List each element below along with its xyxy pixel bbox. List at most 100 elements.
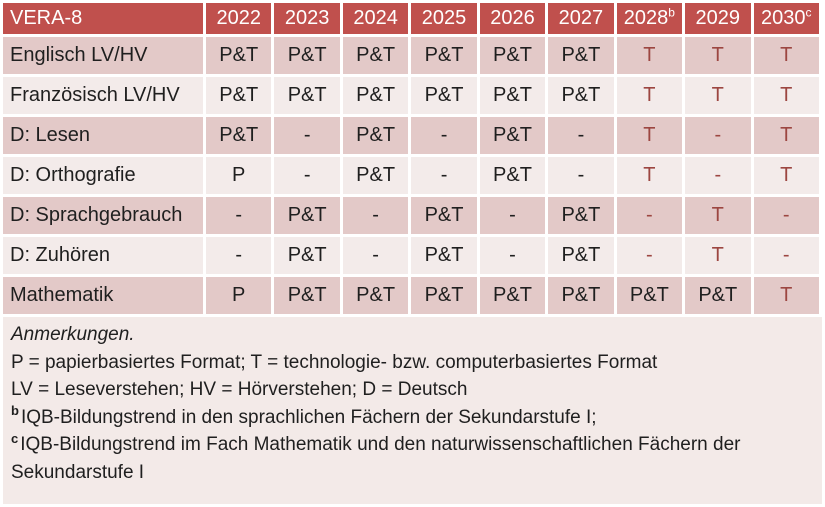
year-label: 2024 (353, 7, 398, 29)
year-label: 2023 (284, 7, 330, 29)
year-header-cell: 2025 (411, 3, 477, 34)
note-text: P = papierbasiertes Format; T = technolo… (11, 351, 658, 373)
year-header-cell: 2022 (206, 3, 272, 34)
format-cell: P&T (342, 277, 409, 314)
format-cell: P&T (342, 37, 409, 74)
format-cell: - (685, 157, 751, 194)
subject-cell: D: Sprachgebrauch (3, 197, 203, 234)
format-cell: T (685, 197, 751, 234)
notes-title: Anmerkungen. (11, 324, 135, 345)
format-cell: - (274, 117, 340, 154)
format-cell: P&T (274, 77, 340, 114)
note-footnote-marker: c (11, 430, 19, 446)
format-cell: - (274, 157, 340, 194)
note-footnote-marker: b (11, 403, 19, 419)
table-row: D: Orthografie P - P&T - P&T - T - T (3, 157, 819, 194)
format-cell: P&T (274, 277, 340, 314)
note-text: IQB-Bildungstrend im Fach Mathematik und… (11, 434, 741, 483)
format-cell: - (753, 197, 819, 234)
format-cell: P&T (411, 77, 477, 114)
table-row: D: Zuhören - P&T - P&T - P&T - T - (3, 237, 819, 274)
vera8-format-table: VERA-8 2022 2023 2024 2025 2026 2027 2028b 2029 2… (3, 3, 819, 314)
format-cell: P&T (479, 277, 546, 314)
year-header-cell: 2029 (685, 3, 751, 34)
format-cell: - (548, 117, 614, 154)
format-cell: P&T (479, 77, 546, 114)
format-cell: - (616, 197, 683, 234)
format-cell: T (616, 157, 683, 194)
format-cell: - (616, 237, 683, 274)
format-cell: P&T (479, 37, 546, 74)
year-footnote-marker: c (805, 5, 812, 20)
format-cell: T (616, 117, 683, 154)
year-header-cell: 2026 (479, 3, 546, 34)
format-cell: P&T (206, 37, 272, 74)
table-row: Englisch LV/HV P&T P&T P&T P&T P&T P&T T T T (3, 37, 819, 74)
note-text: LV = Leseverstehen; HV = Hörverstehen; D… (11, 379, 468, 400)
format-cell: P&T (548, 37, 614, 74)
format-cell: P&T (342, 77, 409, 114)
format-cell: P&T (479, 117, 546, 154)
note-line: LV = Leseverstehen; HV = Hörverstehen; D… (11, 376, 812, 404)
table-notes: Anmerkungen. P = papierbasiertes Format; … (3, 317, 822, 504)
year-label: 2029 (695, 7, 741, 29)
year-header-cell: 2030c (753, 3, 819, 34)
format-cell: P&T (274, 37, 340, 74)
table-row: Mathematik P P&T P&T P&T P&T P&T P&T P&T T (3, 277, 819, 314)
subject-cell: D: Orthografie (3, 157, 203, 194)
format-cell: T (753, 77, 819, 114)
year-footnote-marker: b (668, 5, 675, 20)
year-header-cell: 2023 (274, 3, 340, 34)
format-cell: T (753, 117, 819, 154)
format-cell: T (753, 157, 819, 194)
table-row: D: Lesen P&T - P&T - P&T - T - T (3, 117, 819, 154)
format-cell: P&T (411, 237, 477, 274)
format-cell: - (342, 197, 409, 234)
format-cell: P&T (342, 157, 409, 194)
format-cell: P&T (206, 77, 272, 114)
format-cell: T (685, 37, 751, 74)
format-cell: - (411, 117, 477, 154)
format-cell: - (548, 157, 614, 194)
format-cell: - (479, 237, 546, 274)
table-row: D: Sprachgebrauch - P&T - P&T - P&T - T - (3, 197, 819, 234)
format-cell: - (479, 197, 546, 234)
format-cell: T (616, 77, 683, 114)
format-cell: P&T (274, 237, 340, 274)
subject-cell: Englisch LV/HV (3, 37, 203, 74)
table-header-row: VERA-8 2022 2023 2024 2025 2026 2027 2028b 2029 2… (3, 3, 819, 34)
format-cell: T (685, 237, 751, 274)
format-cell: P&T (685, 277, 751, 314)
format-cell: T (616, 37, 683, 74)
format-cell: - (342, 237, 409, 274)
year-header-cell: 2028b (616, 3, 683, 34)
year-header-cell: 2027 (548, 3, 614, 34)
year-label: 2022 (216, 7, 261, 29)
note-line: P = papierbasiertes Format; T = technolo… (11, 349, 812, 377)
note-line: c IQB-Bildungstrend im Fach Mathematik un… (11, 431, 812, 486)
format-cell: P&T (548, 77, 614, 114)
format-cell: P&T (548, 197, 614, 234)
table-row: Französisch LV/HV P&T P&T P&T P&T P&T P&T T T T (3, 77, 819, 114)
format-cell: T (753, 37, 819, 74)
format-cell: P&T (342, 117, 409, 154)
format-cell: P&T (411, 277, 477, 314)
year-header-cell: 2024 (342, 3, 409, 34)
format-cell: - (685, 117, 751, 154)
subject-cell: Französisch LV/HV (3, 77, 203, 114)
year-label: 2026 (490, 7, 535, 29)
format-cell: P&T (548, 277, 614, 314)
format-cell: P&T (206, 117, 272, 154)
format-cell: - (206, 237, 272, 274)
format-cell: P (206, 277, 272, 314)
note-text: IQB-Bildungstrend in den sprachlichen Fä… (20, 406, 597, 428)
subject-cell: D: Zuhören (3, 237, 203, 274)
format-cell: P&T (548, 237, 614, 274)
format-cell: T (685, 77, 751, 114)
format-cell: T (753, 277, 819, 314)
year-label: 2028 (623, 7, 669, 29)
subject-cell: Mathematik (3, 277, 203, 314)
format-cell: P (206, 157, 272, 194)
format-cell: P&T (411, 37, 477, 74)
format-cell: P&T (616, 277, 683, 314)
